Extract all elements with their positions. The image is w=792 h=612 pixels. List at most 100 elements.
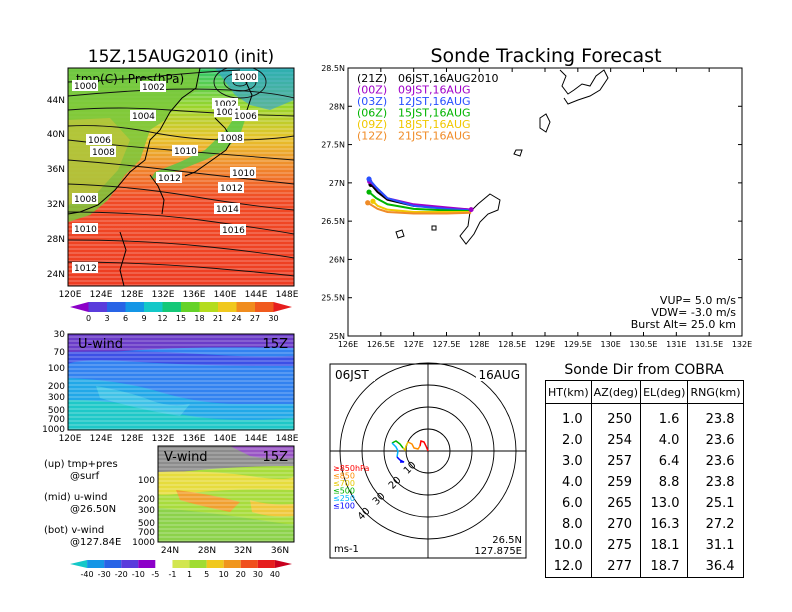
y-tick-label: 25N [329,332,345,341]
colorbar-swatch [70,302,89,312]
cobra-table: HT(km) AZ(deg) EL(deg) RNG(km) 1.0 250 1.6… [545,380,744,578]
svg-text:1012: 1012 [220,184,243,194]
uwind-lon-label: 136E [183,434,206,444]
track-line [367,201,472,215]
map-lat-label: 40N [47,130,65,140]
colorbar-swatch [223,560,241,568]
colorbar-swatch [218,302,237,312]
svg-text:1000: 1000 [234,73,257,83]
vwind-panel: V-wind 15Z 100 200 300 500 700 1000 24N … [132,445,295,556]
svg-text:1014: 1014 [216,205,239,215]
colorbar-swatch [199,302,218,312]
level-legend-item: ≤700 [333,479,355,488]
uwind-lon-label: 124E [90,434,113,444]
legend-time: 12JST,16AUG [398,95,471,108]
x-tick-label: 127.5E [433,340,461,349]
uwind-lon-label: 132E [152,434,175,444]
uwind-level: 200 [48,382,65,392]
temperature-colorbar: 0 3 6 9 12 15 18 21 24 27 30 [70,302,292,323]
table-row: 4.0 259 8.8 23.8 [545,472,744,493]
colorbar-label: 15 [176,314,186,323]
svg-text:1012: 1012 [74,264,97,274]
polar-time: 06JST [335,368,369,382]
colorbar-label: 20 [236,570,246,579]
colorbar-swatch [155,560,173,568]
uwind-level: 30 [54,330,66,340]
map-lon-label: 120E [59,290,82,300]
colorbar-swatch [162,302,181,312]
table-cell: 6.4 [640,451,689,472]
table-cell: 2.0 [545,430,592,451]
table-cell: 25.1 [687,493,744,514]
track-line [368,191,472,213]
svg-text:@127.84E: @127.84E [70,537,121,548]
map-lat-label: 44N [47,96,65,106]
vwind-level: 200 [138,495,155,505]
track-endpoint [366,176,372,182]
y-tick-label: 26.5N [321,217,345,226]
svg-text:1000: 1000 [74,82,97,92]
table-cell: 4.0 [545,472,592,493]
tracking-legend: (21Z) 06JST,16AUG2010 (00Z) 09JST,16AUG (03Z… [357,72,499,143]
svg-text:1012: 1012 [158,174,181,184]
uwind-lon-label: 148E [276,434,299,444]
table-row: 12.0 277 18.7 36.4 [545,556,744,578]
svg-text:1010: 1010 [74,225,97,235]
svg-text:1010: 1010 [174,147,197,157]
map-title: 15Z,15AUG2010 (init) [88,47,274,67]
map-lon-label: 128E [121,290,144,300]
map-lat-label: 28N [47,235,65,245]
polar-unit: ms-1 [334,544,359,555]
svg-text:1008: 1008 [92,148,115,158]
x-tick-label: 127E [404,340,424,349]
wind-colorbar: -40 -30 -20 -10 -5 -1 1 5 10 20 30 40 [70,560,292,579]
uwind-level: 1000 [42,425,65,435]
colorbar-label: -20 [115,570,128,579]
table-cell: 12.0 [545,556,592,578]
table-cell: 1.0 [545,403,592,430]
colorbar-swatch [257,560,275,568]
colorbar-swatch [88,302,107,312]
track-line [372,200,472,213]
colorbar-label: 30 [253,570,263,579]
table-cell: 270 [590,514,642,535]
vwind-lat-label: 24N [161,546,179,556]
tracking-chart: Sonde Tracking Forecast 126E 126.5E 127E 12… [321,45,752,349]
colorbar-swatch [236,302,255,312]
col-header: HT(km) [545,380,592,404]
vwind-level: 100 [138,476,155,486]
table-cell: 23.8 [687,403,744,430]
x-tick-label: 129E [535,340,555,349]
svg-text:(bot) v-wind: (bot) v-wind [44,525,104,536]
colorbar-swatch [273,302,292,312]
svg-text:1010: 1010 [232,169,255,179]
colorbar-swatch [107,302,126,312]
legend-time: 06JST,16AUG2010 [398,72,499,85]
map-lon-label: 136E [183,290,206,300]
vup-label: VUP= 5.0 m/s [660,294,736,307]
x-tick-label: 130.5E [630,340,658,349]
map-lat-label: 32N [47,200,65,210]
table-cell: 23.6 [687,451,744,472]
uwind-level: 100 [48,364,65,374]
map-lat-label: 24N [47,270,65,280]
uwind-lon-label: 140E [214,434,237,444]
level-legend-item: ≤850 [333,472,355,481]
colorbar-swatch [172,560,190,568]
track-line [368,178,472,212]
uwind-panel: U-wind 15Z 30 70 100 200 300 500 700 100… [42,330,299,444]
colorbar-label: 6 [123,314,128,323]
legend-code: (09Z) [357,118,387,131]
uwind-level: 300 [48,393,65,403]
polar-lat: 26.5N [492,535,522,546]
uwind-level: 70 [54,348,66,358]
vwind-lat-label: 32N [234,546,252,556]
legend-code: (21Z) [357,72,387,85]
x-tick-label: 126E [338,340,358,349]
colorbar-label: 10 [219,570,229,579]
uwind-lon-label: 144E [245,434,268,444]
legend-code: (03Z) [357,95,387,108]
colorbar-label: -5 [151,570,159,579]
burst-label: Burst Alt= 25.0 km [631,318,736,331]
col-header: RNG(km) [687,380,744,404]
